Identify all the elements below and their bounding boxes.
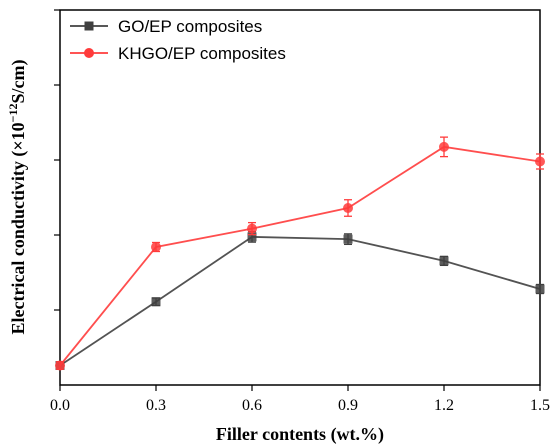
x-tick-label: 0.6 [242, 397, 262, 414]
data-point-circle [55, 360, 65, 371]
x-axis-title: Filler contents (wt.%) [216, 424, 384, 445]
x-tick-label: 1.5 [530, 397, 550, 414]
data-point-circle [535, 156, 545, 167]
legend-marker-circle [84, 48, 94, 58]
data-point-square [343, 234, 353, 244]
series-layer [55, 136, 545, 371]
x-axis: 0.0 0.3 0.6 0.9 1.2 1.5 [50, 385, 550, 414]
x-tick-label: 0.9 [338, 397, 358, 414]
y-axis [54, 9, 60, 311]
legend: GO/EP composites KHGO/EP composites [70, 17, 286, 63]
data-point-square [535, 284, 545, 294]
x-tick-label: 0.3 [146, 397, 166, 414]
series-2 [55, 136, 545, 371]
y-axis-title-unit: S/cm) [8, 59, 29, 103]
y-axis-title-main: Electrical conductivity (×10 [8, 122, 29, 334]
y-axis-title-exponent: −12 [6, 103, 20, 122]
legend-label: KHGO/EP composites [118, 44, 286, 63]
legend-label: GO/EP composites [118, 17, 262, 36]
series-line [59, 235, 541, 367]
data-point-circle [343, 203, 353, 213]
series-1 [55, 230, 545, 370]
data-point-circle [151, 242, 161, 252]
legend-marker-square [84, 21, 94, 31]
data-point-square [439, 256, 449, 266]
data-point-square [151, 297, 161, 307]
data-point-circle [439, 141, 449, 152]
series-line [59, 145, 541, 367]
data-point-square [247, 232, 257, 242]
x-tick-label: 1.2 [434, 397, 454, 414]
y-axis-title: Electrical conductivity (×10−12S/cm) [6, 59, 29, 334]
data-point-circle [247, 223, 257, 234]
plot-area-frame [59, 9, 541, 386]
x-tick-label: 0.0 [50, 397, 70, 414]
